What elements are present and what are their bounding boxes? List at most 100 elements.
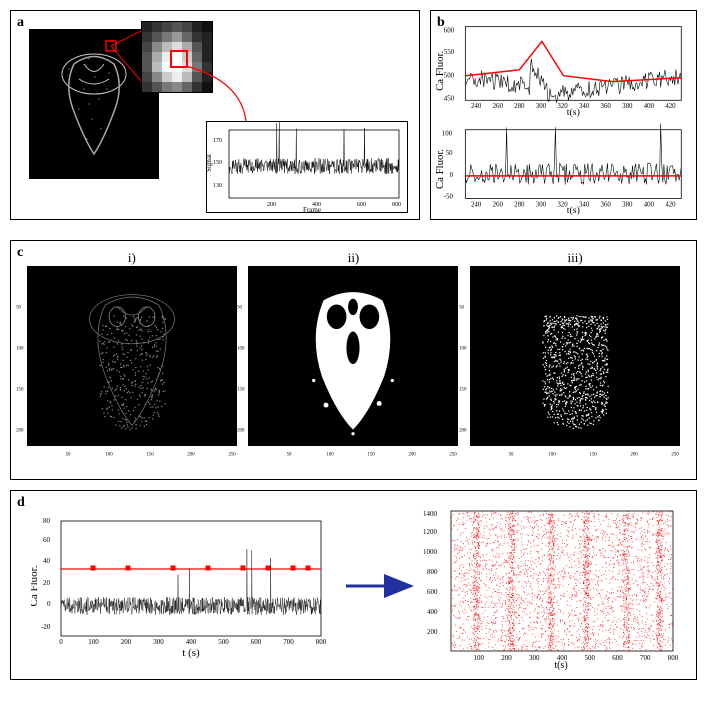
panel-c-i-label: i) xyxy=(128,250,136,266)
panel-d-left-chart: -20020 406080 0100200300400500600700800 … xyxy=(31,511,331,661)
panel-row-ab: a xyxy=(10,10,697,230)
panel-c-label: c xyxy=(17,245,23,261)
svg-text:t(s): t(s) xyxy=(567,205,580,216)
svg-text:600: 600 xyxy=(251,638,262,646)
svg-text:20: 20 xyxy=(43,579,51,587)
svg-text:150: 150 xyxy=(459,387,467,392)
svg-text:100: 100 xyxy=(105,452,113,457)
zoom-red-box xyxy=(170,50,188,68)
svg-text:360: 360 xyxy=(601,103,612,110)
svg-text:100: 100 xyxy=(16,346,24,351)
svg-text:380: 380 xyxy=(622,201,633,208)
svg-text:420: 420 xyxy=(665,201,676,208)
svg-text:200: 200 xyxy=(631,452,639,457)
svg-text:240: 240 xyxy=(471,201,482,208)
svg-text:400: 400 xyxy=(644,201,655,208)
panel-a-signal-chart: 200400600800 130150170 Frame Signal xyxy=(206,121,408,213)
svg-text:Frame: Frame xyxy=(303,206,321,212)
svg-text:280: 280 xyxy=(514,201,525,208)
svg-text:-20: -20 xyxy=(41,623,51,631)
svg-text:0: 0 xyxy=(450,172,454,179)
svg-text:50: 50 xyxy=(238,306,243,311)
svg-text:200: 200 xyxy=(187,452,195,457)
svg-text:400: 400 xyxy=(186,638,197,646)
svg-text:300: 300 xyxy=(536,103,547,110)
svg-text:420: 420 xyxy=(665,103,676,110)
panel-b-label: b xyxy=(437,15,445,31)
svg-text:700: 700 xyxy=(283,638,294,646)
svg-text:40: 40 xyxy=(43,557,51,565)
arrow-icon xyxy=(341,571,421,601)
svg-text:300: 300 xyxy=(536,201,547,208)
svg-text:250: 250 xyxy=(672,452,680,457)
svg-text:150: 150 xyxy=(146,452,154,457)
svg-text:170: 170 xyxy=(213,138,222,144)
svg-text:50: 50 xyxy=(509,452,514,457)
svg-text:200: 200 xyxy=(238,428,246,433)
panel-d-label: d xyxy=(17,495,25,511)
svg-text:600: 600 xyxy=(357,202,366,208)
svg-text:400: 400 xyxy=(644,103,655,110)
svg-text:100: 100 xyxy=(548,452,556,457)
svg-text:50: 50 xyxy=(287,452,292,457)
svg-text:50: 50 xyxy=(65,452,70,457)
svg-text:340: 340 xyxy=(579,103,590,110)
svg-text:100: 100 xyxy=(238,346,246,351)
svg-text:t (s): t (s) xyxy=(182,647,200,659)
svg-text:340: 340 xyxy=(579,201,590,208)
svg-text:50: 50 xyxy=(16,306,21,311)
svg-text:t(s): t(s) xyxy=(567,107,580,118)
svg-text:200: 200 xyxy=(409,452,417,457)
svg-text:Ca Fluor.: Ca Fluor. xyxy=(434,51,446,91)
svg-text:100: 100 xyxy=(442,131,453,138)
panel-a-label: a xyxy=(17,15,24,31)
zoom-inset xyxy=(141,21,213,93)
svg-text:150: 150 xyxy=(213,160,222,166)
svg-text:250: 250 xyxy=(450,452,458,457)
svg-text:260: 260 xyxy=(493,103,504,110)
svg-text:Signal: Signal xyxy=(207,154,213,172)
svg-text:200: 200 xyxy=(121,638,132,646)
svg-text:130: 130 xyxy=(213,183,222,189)
panel-b-charts: 450500550600 240260280300320340360380400… xyxy=(431,11,696,219)
svg-text:200: 200 xyxy=(267,202,276,208)
svg-text:50: 50 xyxy=(459,306,464,311)
panel-c-i: i) 50100150200250 50100150200 xyxy=(27,266,237,464)
svg-text:200: 200 xyxy=(16,428,24,433)
svg-text:500: 500 xyxy=(218,638,229,646)
svg-text:800: 800 xyxy=(316,638,327,646)
svg-text:150: 150 xyxy=(238,387,246,392)
svg-text:80: 80 xyxy=(43,517,51,525)
svg-text:150: 150 xyxy=(368,452,376,457)
svg-text:0: 0 xyxy=(59,638,63,646)
svg-text:280: 280 xyxy=(514,103,525,110)
svg-text:240: 240 xyxy=(471,103,482,110)
svg-text:450: 450 xyxy=(444,95,455,102)
svg-text:60: 60 xyxy=(43,536,51,544)
svg-text:Ca Fluor.: Ca Fluor. xyxy=(434,149,446,189)
panel-b: b 450500550600 2402602803003203403603804… xyxy=(430,10,697,220)
svg-text:50: 50 xyxy=(446,150,453,157)
svg-text:250: 250 xyxy=(228,452,236,457)
svg-text:380: 380 xyxy=(622,103,633,110)
panel-d-right-raster: 200400600 800100012001400 10020030040050… xyxy=(421,506,681,671)
svg-text:0: 0 xyxy=(47,600,51,608)
panel-c-ii: ii) 5010015020 xyxy=(248,266,458,464)
panel-c-ii-label: ii) xyxy=(348,250,360,266)
panel-c-iii: iii) 50100150200250 50100150200 xyxy=(470,266,680,464)
panel-a: a xyxy=(10,10,420,220)
svg-text:Ca Fluor.: Ca Fluor. xyxy=(31,565,40,606)
svg-text:100: 100 xyxy=(327,452,335,457)
svg-text:360: 360 xyxy=(601,201,612,208)
panel-d: d -20 0 20 40 60 80 0 100 200 300 400 500 600 700 80… xyxy=(10,490,697,680)
svg-text:300: 300 xyxy=(153,638,164,646)
svg-text:100: 100 xyxy=(88,638,99,646)
svg-text:600: 600 xyxy=(444,28,455,35)
panel-c-iii-label: iii) xyxy=(568,250,583,266)
svg-text:150: 150 xyxy=(16,387,24,392)
svg-text:150: 150 xyxy=(590,452,598,457)
svg-text:260: 260 xyxy=(493,201,504,208)
svg-text:100: 100 xyxy=(459,346,467,351)
brain-image-main xyxy=(29,29,159,179)
svg-text:200: 200 xyxy=(459,428,467,433)
